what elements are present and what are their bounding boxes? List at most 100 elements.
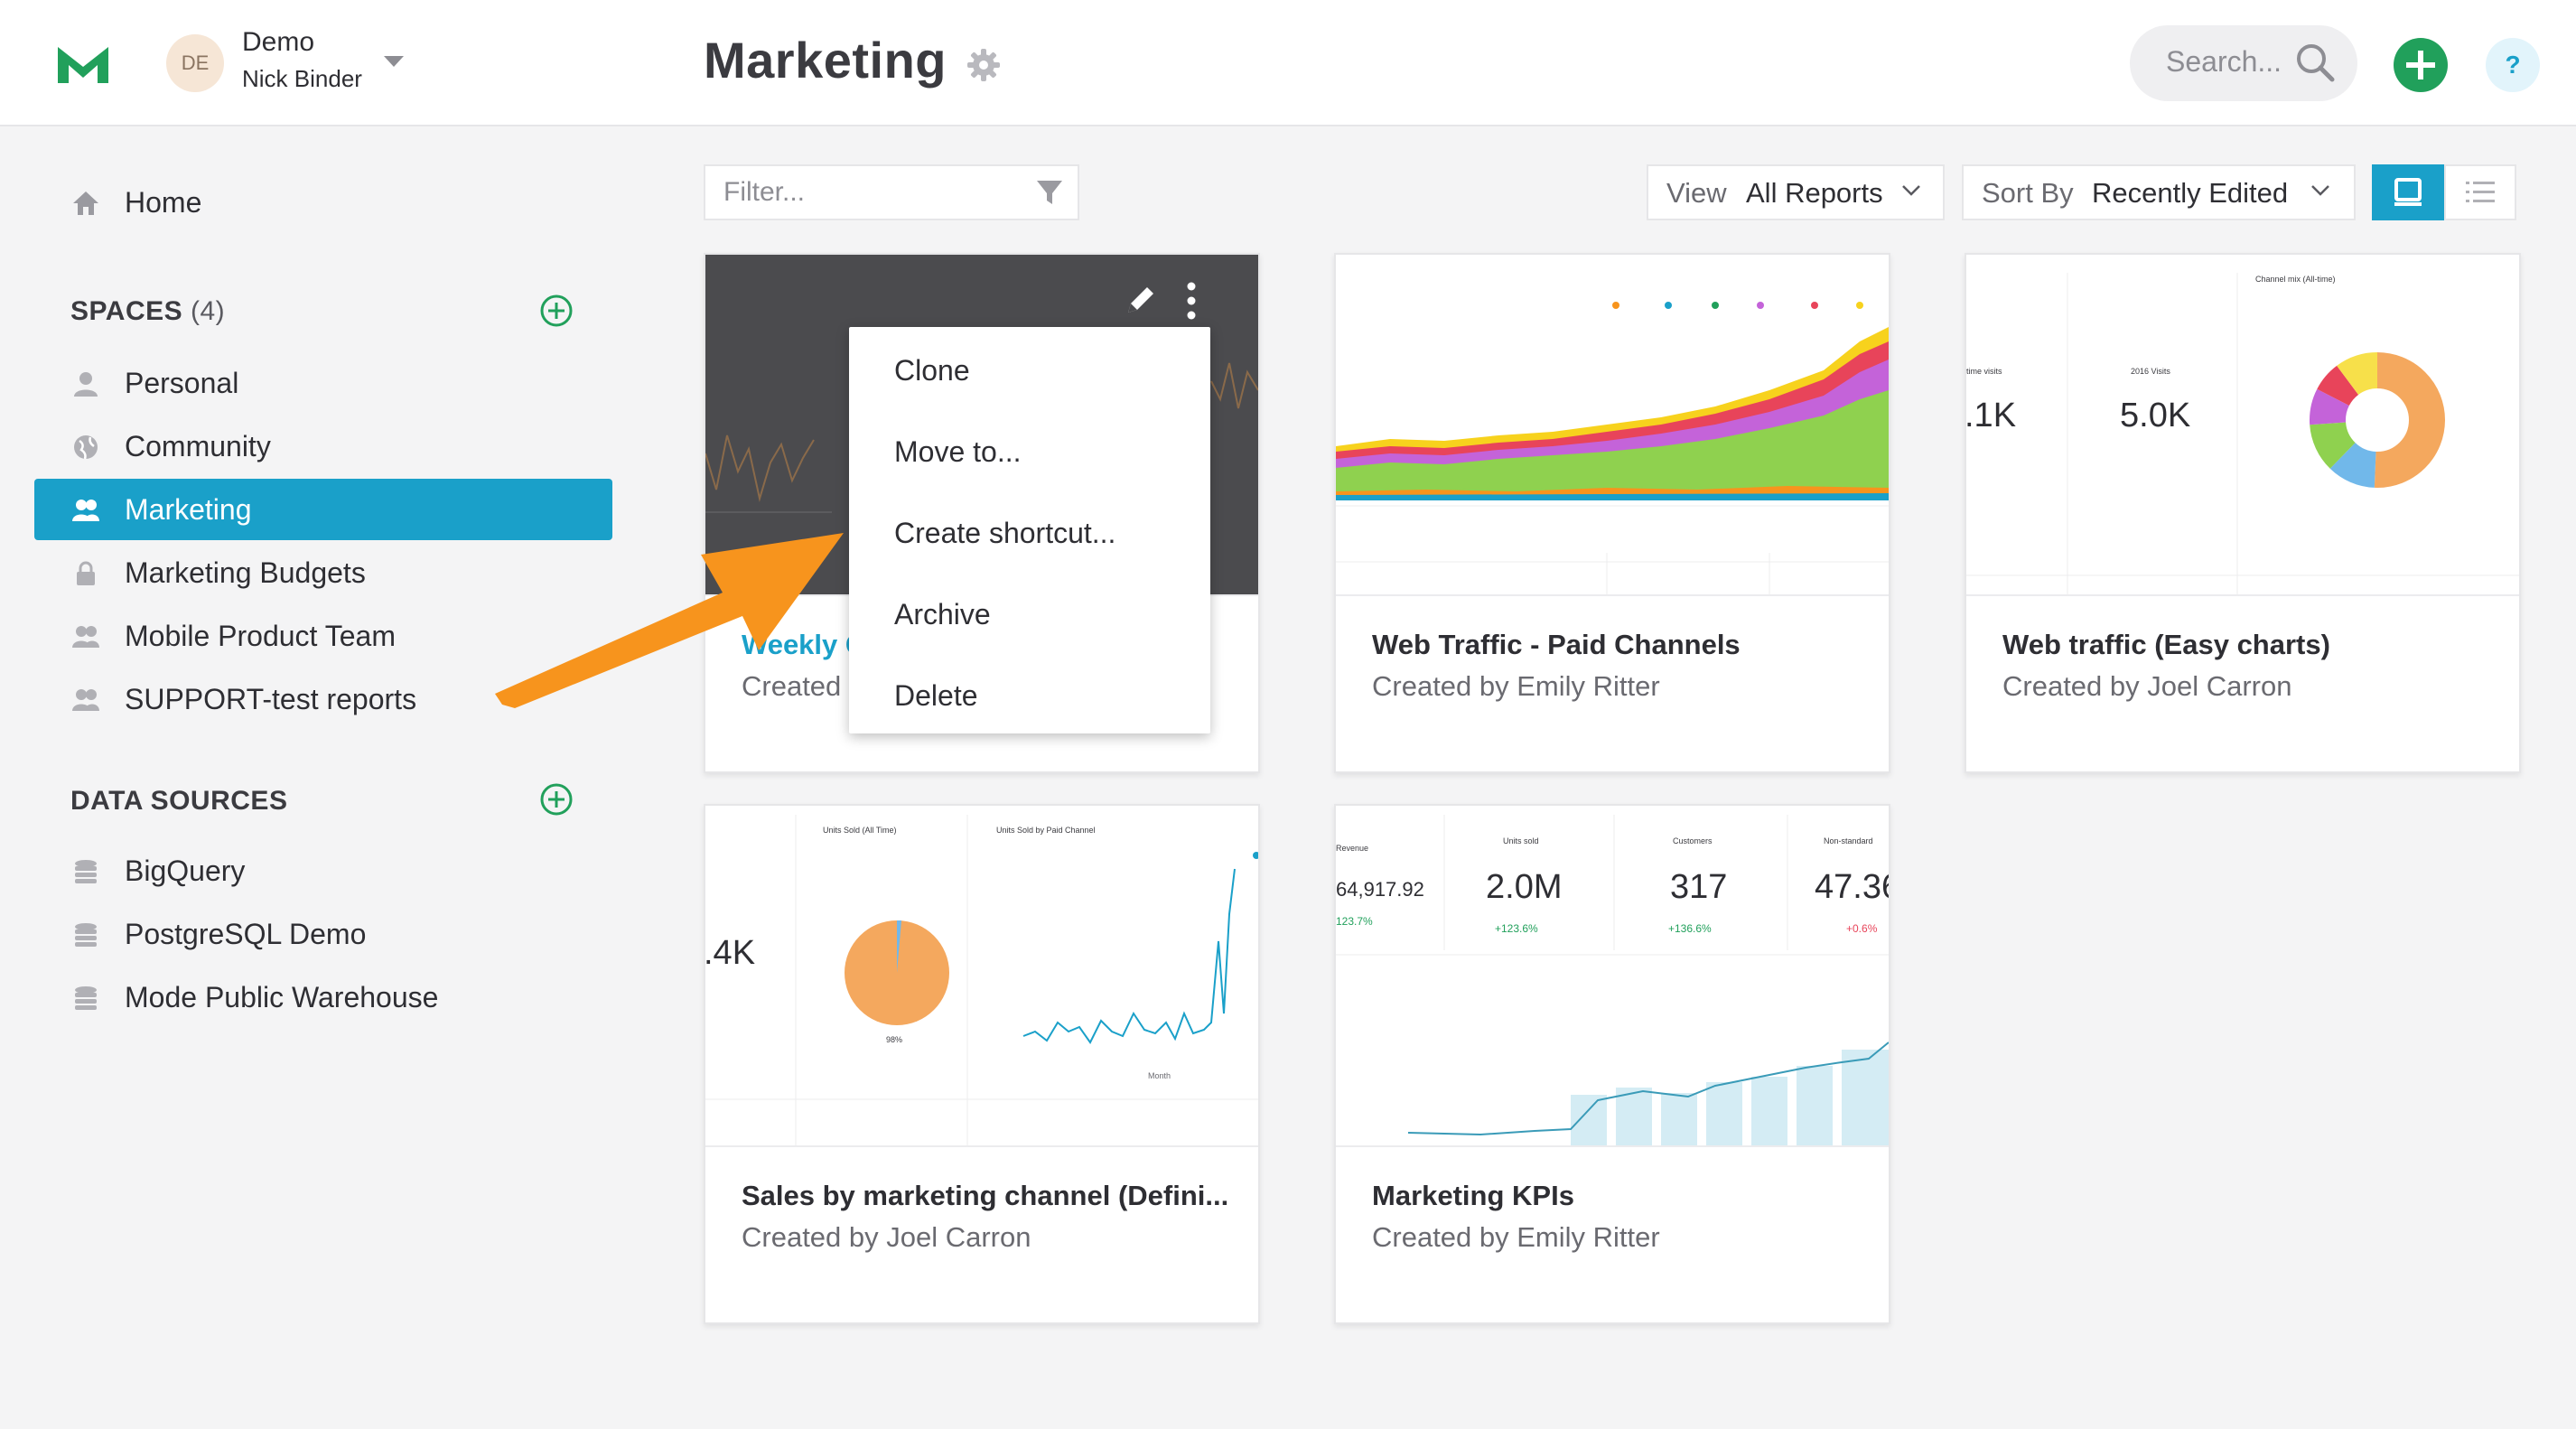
sidebar-item-label: SUPPORT-test reports [125,683,417,715]
grid-view-button[interactable] [2372,164,2444,220]
axis-label: Month [1148,1071,1171,1080]
database-icon [75,923,97,947]
menu-item-move-to[interactable]: Move to... [894,435,1022,468]
report-title[interactable]: Web Traffic - Paid Channels [1372,629,1741,660]
view-dropdown-key: View [1666,177,1727,209]
report-title[interactable]: Sales by marketing channel (Defini... [742,1180,1229,1211]
top-bar: DE Demo Nick Binder Marketing Search... … [0,0,2576,126]
add-data-source-icon[interactable] [539,782,574,817]
menu-item-delete[interactable]: Delete [894,679,978,712]
report-thumbnail[interactable]: Revenue 64,917.92 123.7% Units sold 2.0M… [1336,806,1889,1147]
report-card[interactable]: Revenue 64,917.92 123.7% Units sold 2.0M… [1334,804,1890,1324]
report-title[interactable]: Marketing KPIs [1372,1180,1574,1211]
sidebar-item-label: Community [125,430,271,462]
report-card[interactable]: Web Traffic - Paid Channels Created by E… [1334,253,1890,773]
funnel-icon[interactable] [1036,179,1063,206]
more-options-icon[interactable] [1184,280,1199,322]
sidebar-item-label: Home [125,186,202,219]
pie-line-thumbnail-chart: Units Sold (All Time) Units Sold by Paid… [705,815,1258,1145]
grid-view-icon [2394,178,2422,206]
avatar[interactable]: DE [166,34,224,92]
kpi-value: 2.0M [1486,868,1562,906]
home-icon [73,191,98,215]
people-icon [72,500,99,521]
org-name[interactable]: Demo [242,27,315,57]
kpi-label: Revenue [1336,844,1368,853]
annotation-arrow-icon [495,533,844,708]
kpi-value: 317 [1670,868,1727,906]
report-byline: Created by Emily Ritter [1372,1221,1660,1253]
report-thumbnail[interactable]: time visits .1K 2016 Visits 5.0K Channel… [1966,255,2519,596]
stacked-area-thumbnail-chart [1336,302,1889,594]
menu-item-create-shortcut[interactable]: Create shortcut... [894,517,1116,549]
sidebar-item-support-test-reports[interactable]: SUPPORT-test reports [34,668,612,730]
page-title: Marketing [704,32,947,89]
report-title[interactable]: Web traffic (Easy charts) [2002,629,2330,660]
kpi-value: .4K [705,934,755,972]
filter-placeholder: Filter... [723,177,806,207]
chevron-down-icon[interactable] [384,56,404,67]
people-icon [72,689,99,711]
report-thumbnail[interactable] [1336,255,1889,596]
person-icon [74,372,98,397]
spaces-heading: SPACES (4) [70,296,226,326]
chevron-down-icon [1902,185,1920,196]
list-view-icon [2466,182,2495,202]
sidebar-item-personal[interactable]: Personal [34,352,612,414]
gear-icon[interactable] [966,47,1002,83]
kpi-delta: +123.6% [1495,922,1538,935]
list-view-button[interactable] [2444,164,2516,220]
kpi-donut-thumbnail-chart: time visits .1K 2016 Visits 5.0K Channel… [1966,273,2519,594]
people-icon [72,626,99,648]
sidebar-item-label: Mode Public Warehouse [125,981,439,1013]
plus-icon [2406,51,2435,79]
sidebar-item-mobile-product-team[interactable]: Mobile Product Team [34,605,612,667]
help-button[interactable]: ? [2486,38,2540,92]
view-dropdown[interactable]: View All Reports [1647,164,1945,220]
kpi-delta: +136.6% [1668,922,1712,935]
add-new-button[interactable] [2394,38,2448,92]
chart-title: Units Sold by Paid Channel [996,826,1096,835]
kpi-delta: 123.7% [1336,915,1373,928]
kpi-label: time visits [1966,367,2002,376]
sort-dropdown-key: Sort By [1982,177,2074,209]
view-dropdown-value: All Reports [1746,177,1883,209]
report-thumbnail-chart [705,362,1258,513]
menu-item-archive[interactable]: Archive [894,598,991,630]
globe-icon [74,435,98,460]
search-input[interactable]: Search... [2130,25,2357,101]
kpi-value: 47.36 [1815,868,1889,906]
filter-input[interactable]: Filter... [704,164,1079,220]
search-placeholder: Search... [2166,45,2282,78]
user-name[interactable]: Nick Binder [242,65,362,92]
report-byline: Created by Joel Carron [742,1221,1031,1253]
sidebar-item-mode-public-warehouse[interactable]: Mode Public Warehouse [34,967,612,1028]
sidebar-item-marketing-budgets[interactable]: Marketing Budgets [34,542,612,603]
chart-title: Units Sold (All Time) [823,826,897,835]
report-byline: Created by Emily Ritter [1372,670,1660,702]
sidebar-item-bigquery[interactable]: BigQuery [34,840,612,901]
sidebar-item-label: Mobile Product Team [125,620,396,652]
report-thumbnail[interactable]: Units Sold (All Time) Units Sold by Paid… [705,806,1258,1147]
sort-dropdown[interactable]: Sort By Recently Edited [1962,164,2356,220]
kpi-bar-thumbnail-chart: Revenue 64,917.92 123.7% Units sold 2.0M… [1336,815,1889,1145]
mode-logo-icon[interactable] [56,43,110,85]
kpi-delta: +0.6% [1846,922,1878,935]
sidebar-item-community[interactable]: Community [34,416,612,477]
sidebar-item-postgresql-demo[interactable]: PostgreSQL Demo [34,903,612,965]
sidebar-item-marketing[interactable]: Marketing [34,479,612,540]
database-icon [75,860,97,883]
context-menu: Clone Move to... Create shortcut... Arch… [849,327,1210,733]
sidebar-item-label: Personal [125,367,239,399]
kpi-value: 5.0K [2120,397,2190,434]
report-card[interactable]: Units Sold (All Time) Units Sold by Paid… [704,804,1260,1324]
add-space-icon[interactable] [539,294,574,328]
sidebar-item-label: PostgreSQL Demo [125,918,367,950]
report-card[interactable]: time visits .1K 2016 Visits 5.0K Channel… [1965,253,2521,773]
lock-icon [77,561,95,585]
sidebar-item-home[interactable]: Home [34,172,612,233]
menu-item-clone[interactable]: Clone [894,354,970,387]
pencil-icon[interactable] [1123,282,1159,318]
search-icon[interactable] [2294,42,2336,83]
data-sources-heading: DATA SOURCES [70,786,288,816]
